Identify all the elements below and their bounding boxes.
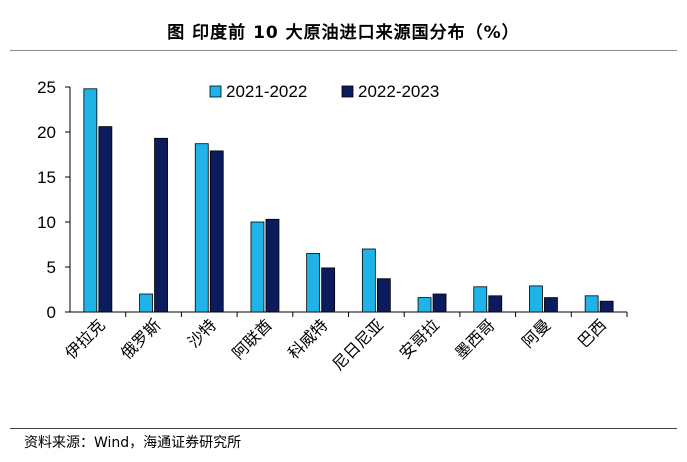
chart-title-bar: 图 印度前 10 大原油进口来源国分布（%） <box>10 10 677 51</box>
bar-series2 <box>432 293 447 313</box>
bar-series1 <box>83 88 98 313</box>
bar-series1 <box>529 285 543 313</box>
bar-series1 <box>250 221 265 313</box>
bar-series2 <box>321 267 336 313</box>
bar-series1 <box>584 295 599 313</box>
x-category-label: 科威特 <box>285 316 332 363</box>
bar-series2 <box>544 297 558 313</box>
x-category-label: 俄罗斯 <box>118 316 165 363</box>
bar-series1 <box>194 143 209 313</box>
legend-swatch <box>341 85 354 98</box>
x-category-label: 伊拉克 <box>62 316 109 363</box>
x-category-label: 阿曼 <box>519 316 554 351</box>
y-tick-label: 10 <box>37 213 56 232</box>
chart-title: 图 印度前 10 大原油进口来源国分布（%） <box>167 22 520 43</box>
y-tick-label: 5 <box>47 258 56 277</box>
bar-series1 <box>306 253 321 313</box>
legend-swatch <box>209 85 222 98</box>
x-category-label: 沙特 <box>185 316 220 351</box>
x-category-label: 墨西哥 <box>453 317 499 363</box>
bar-series2 <box>376 278 391 313</box>
bar-series1 <box>417 297 432 313</box>
y-tick-label: 20 <box>37 123 56 142</box>
bar-series2 <box>98 126 113 313</box>
y-tick-label: 25 <box>37 78 56 97</box>
x-category-label: 阿联酋 <box>229 316 276 363</box>
bar-series1 <box>361 248 376 313</box>
bar-series1 <box>473 286 488 313</box>
x-category-label: 巴西 <box>575 317 610 352</box>
source-text: 资料来源：Wind，海通证券研究所 <box>24 435 242 451</box>
legend-label: 2021-2022 <box>226 82 307 101</box>
y-tick-label: 0 <box>47 303 56 322</box>
bar-series2 <box>488 295 503 313</box>
bar-series2 <box>599 300 614 313</box>
bar-series2 <box>209 150 224 313</box>
bar-series2 <box>154 137 168 313</box>
y-tick-label: 15 <box>37 168 56 187</box>
bar-series1 <box>139 293 153 313</box>
source-note: 资料来源：Wind，海通证券研究所 <box>10 428 677 459</box>
x-category-label: 尼日尼亚 <box>330 317 387 374</box>
legend-label: 2022-2023 <box>358 82 439 101</box>
chart-area: 0 5 10 15 20 25 伊拉克 俄罗斯 沙特 阿联酋 科威特 尼日尼亚 安哥拉 墨西哥 阿曼 巴西 20… <box>0 52 687 422</box>
x-category-label: 安哥拉 <box>396 316 443 363</box>
bar-series2 <box>265 218 280 313</box>
